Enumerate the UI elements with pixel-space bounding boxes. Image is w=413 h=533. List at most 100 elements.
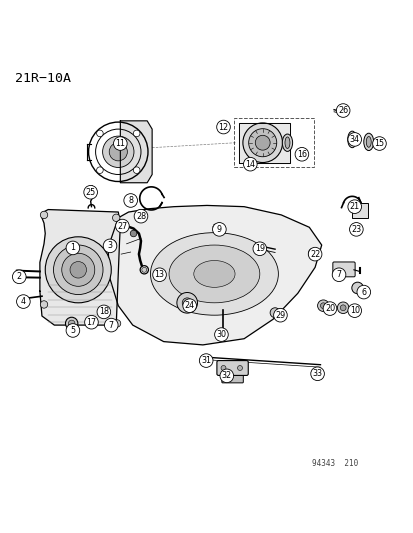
Circle shape — [331, 268, 345, 281]
Ellipse shape — [282, 134, 292, 151]
Circle shape — [123, 193, 137, 207]
Text: 7: 7 — [109, 320, 114, 329]
Circle shape — [133, 167, 140, 173]
Circle shape — [12, 270, 26, 284]
FancyBboxPatch shape — [332, 262, 354, 277]
Circle shape — [248, 128, 276, 157]
Ellipse shape — [363, 133, 373, 150]
Circle shape — [349, 223, 362, 236]
Circle shape — [294, 148, 308, 161]
Text: 23: 23 — [351, 225, 361, 234]
Text: 94343  210: 94343 210 — [311, 459, 358, 468]
Circle shape — [104, 318, 118, 332]
Text: 7: 7 — [336, 270, 341, 279]
Circle shape — [66, 324, 80, 337]
Circle shape — [53, 245, 103, 295]
Circle shape — [221, 366, 225, 370]
Text: 13: 13 — [154, 270, 164, 279]
Text: 21R−10A: 21R−10A — [15, 72, 71, 85]
Text: 29: 29 — [275, 311, 285, 320]
Ellipse shape — [193, 261, 235, 287]
Circle shape — [242, 123, 282, 163]
Circle shape — [96, 130, 103, 136]
Circle shape — [183, 299, 196, 312]
Circle shape — [108, 242, 114, 248]
Text: 18: 18 — [99, 308, 109, 317]
Text: 20: 20 — [324, 304, 334, 313]
Circle shape — [337, 302, 348, 313]
Text: 3: 3 — [107, 241, 112, 251]
Circle shape — [317, 300, 328, 311]
Circle shape — [142, 268, 146, 272]
FancyBboxPatch shape — [221, 372, 243, 383]
Text: 28: 28 — [135, 212, 146, 221]
Text: 4: 4 — [21, 297, 26, 306]
Ellipse shape — [366, 136, 370, 147]
Text: 5: 5 — [70, 326, 75, 335]
Circle shape — [40, 211, 47, 219]
Circle shape — [320, 303, 325, 309]
Circle shape — [113, 137, 127, 150]
Circle shape — [134, 209, 147, 223]
Circle shape — [199, 354, 212, 367]
Polygon shape — [239, 123, 289, 163]
Circle shape — [347, 304, 361, 318]
Circle shape — [176, 293, 197, 313]
Text: 26: 26 — [337, 106, 347, 115]
FancyBboxPatch shape — [216, 361, 248, 375]
Circle shape — [70, 262, 86, 278]
Circle shape — [40, 301, 47, 308]
Circle shape — [17, 295, 30, 309]
Text: 12: 12 — [218, 123, 228, 132]
Text: 9: 9 — [216, 225, 221, 234]
Circle shape — [84, 185, 97, 199]
Circle shape — [372, 137, 385, 150]
Text: 1: 1 — [70, 244, 75, 253]
Circle shape — [130, 230, 137, 237]
Text: 25: 25 — [85, 188, 95, 197]
Polygon shape — [108, 205, 321, 345]
Text: 19: 19 — [254, 244, 264, 253]
Text: 31: 31 — [201, 356, 211, 365]
Text: 27: 27 — [117, 222, 127, 231]
Circle shape — [339, 305, 345, 311]
Polygon shape — [120, 121, 152, 183]
Ellipse shape — [349, 135, 354, 144]
Text: 6: 6 — [361, 288, 366, 296]
Text: 10: 10 — [349, 306, 359, 315]
FancyBboxPatch shape — [351, 204, 367, 218]
Circle shape — [84, 316, 98, 329]
Circle shape — [86, 317, 95, 325]
Circle shape — [216, 120, 230, 134]
Circle shape — [66, 241, 80, 255]
Circle shape — [219, 369, 233, 383]
Ellipse shape — [347, 131, 356, 148]
Circle shape — [96, 167, 103, 173]
Circle shape — [102, 136, 134, 167]
Circle shape — [113, 320, 121, 327]
Bar — [233, 118, 313, 167]
Text: 2: 2 — [17, 272, 22, 281]
Polygon shape — [40, 209, 120, 325]
Text: 17: 17 — [86, 318, 96, 327]
Circle shape — [255, 135, 269, 150]
Text: 15: 15 — [373, 139, 384, 148]
Circle shape — [133, 130, 140, 136]
Circle shape — [308, 248, 318, 259]
Circle shape — [323, 302, 336, 316]
Circle shape — [68, 320, 75, 327]
Text: 16: 16 — [296, 150, 306, 159]
Circle shape — [115, 219, 129, 233]
Text: 8: 8 — [128, 196, 133, 205]
Text: 22: 22 — [309, 249, 320, 259]
Circle shape — [152, 268, 166, 281]
Circle shape — [237, 366, 242, 370]
Circle shape — [212, 223, 225, 236]
Circle shape — [243, 157, 256, 171]
Circle shape — [347, 133, 361, 146]
Text: 33: 33 — [312, 369, 322, 378]
Circle shape — [273, 309, 287, 322]
Circle shape — [356, 285, 370, 299]
Text: 30: 30 — [216, 330, 226, 339]
Circle shape — [351, 282, 363, 294]
